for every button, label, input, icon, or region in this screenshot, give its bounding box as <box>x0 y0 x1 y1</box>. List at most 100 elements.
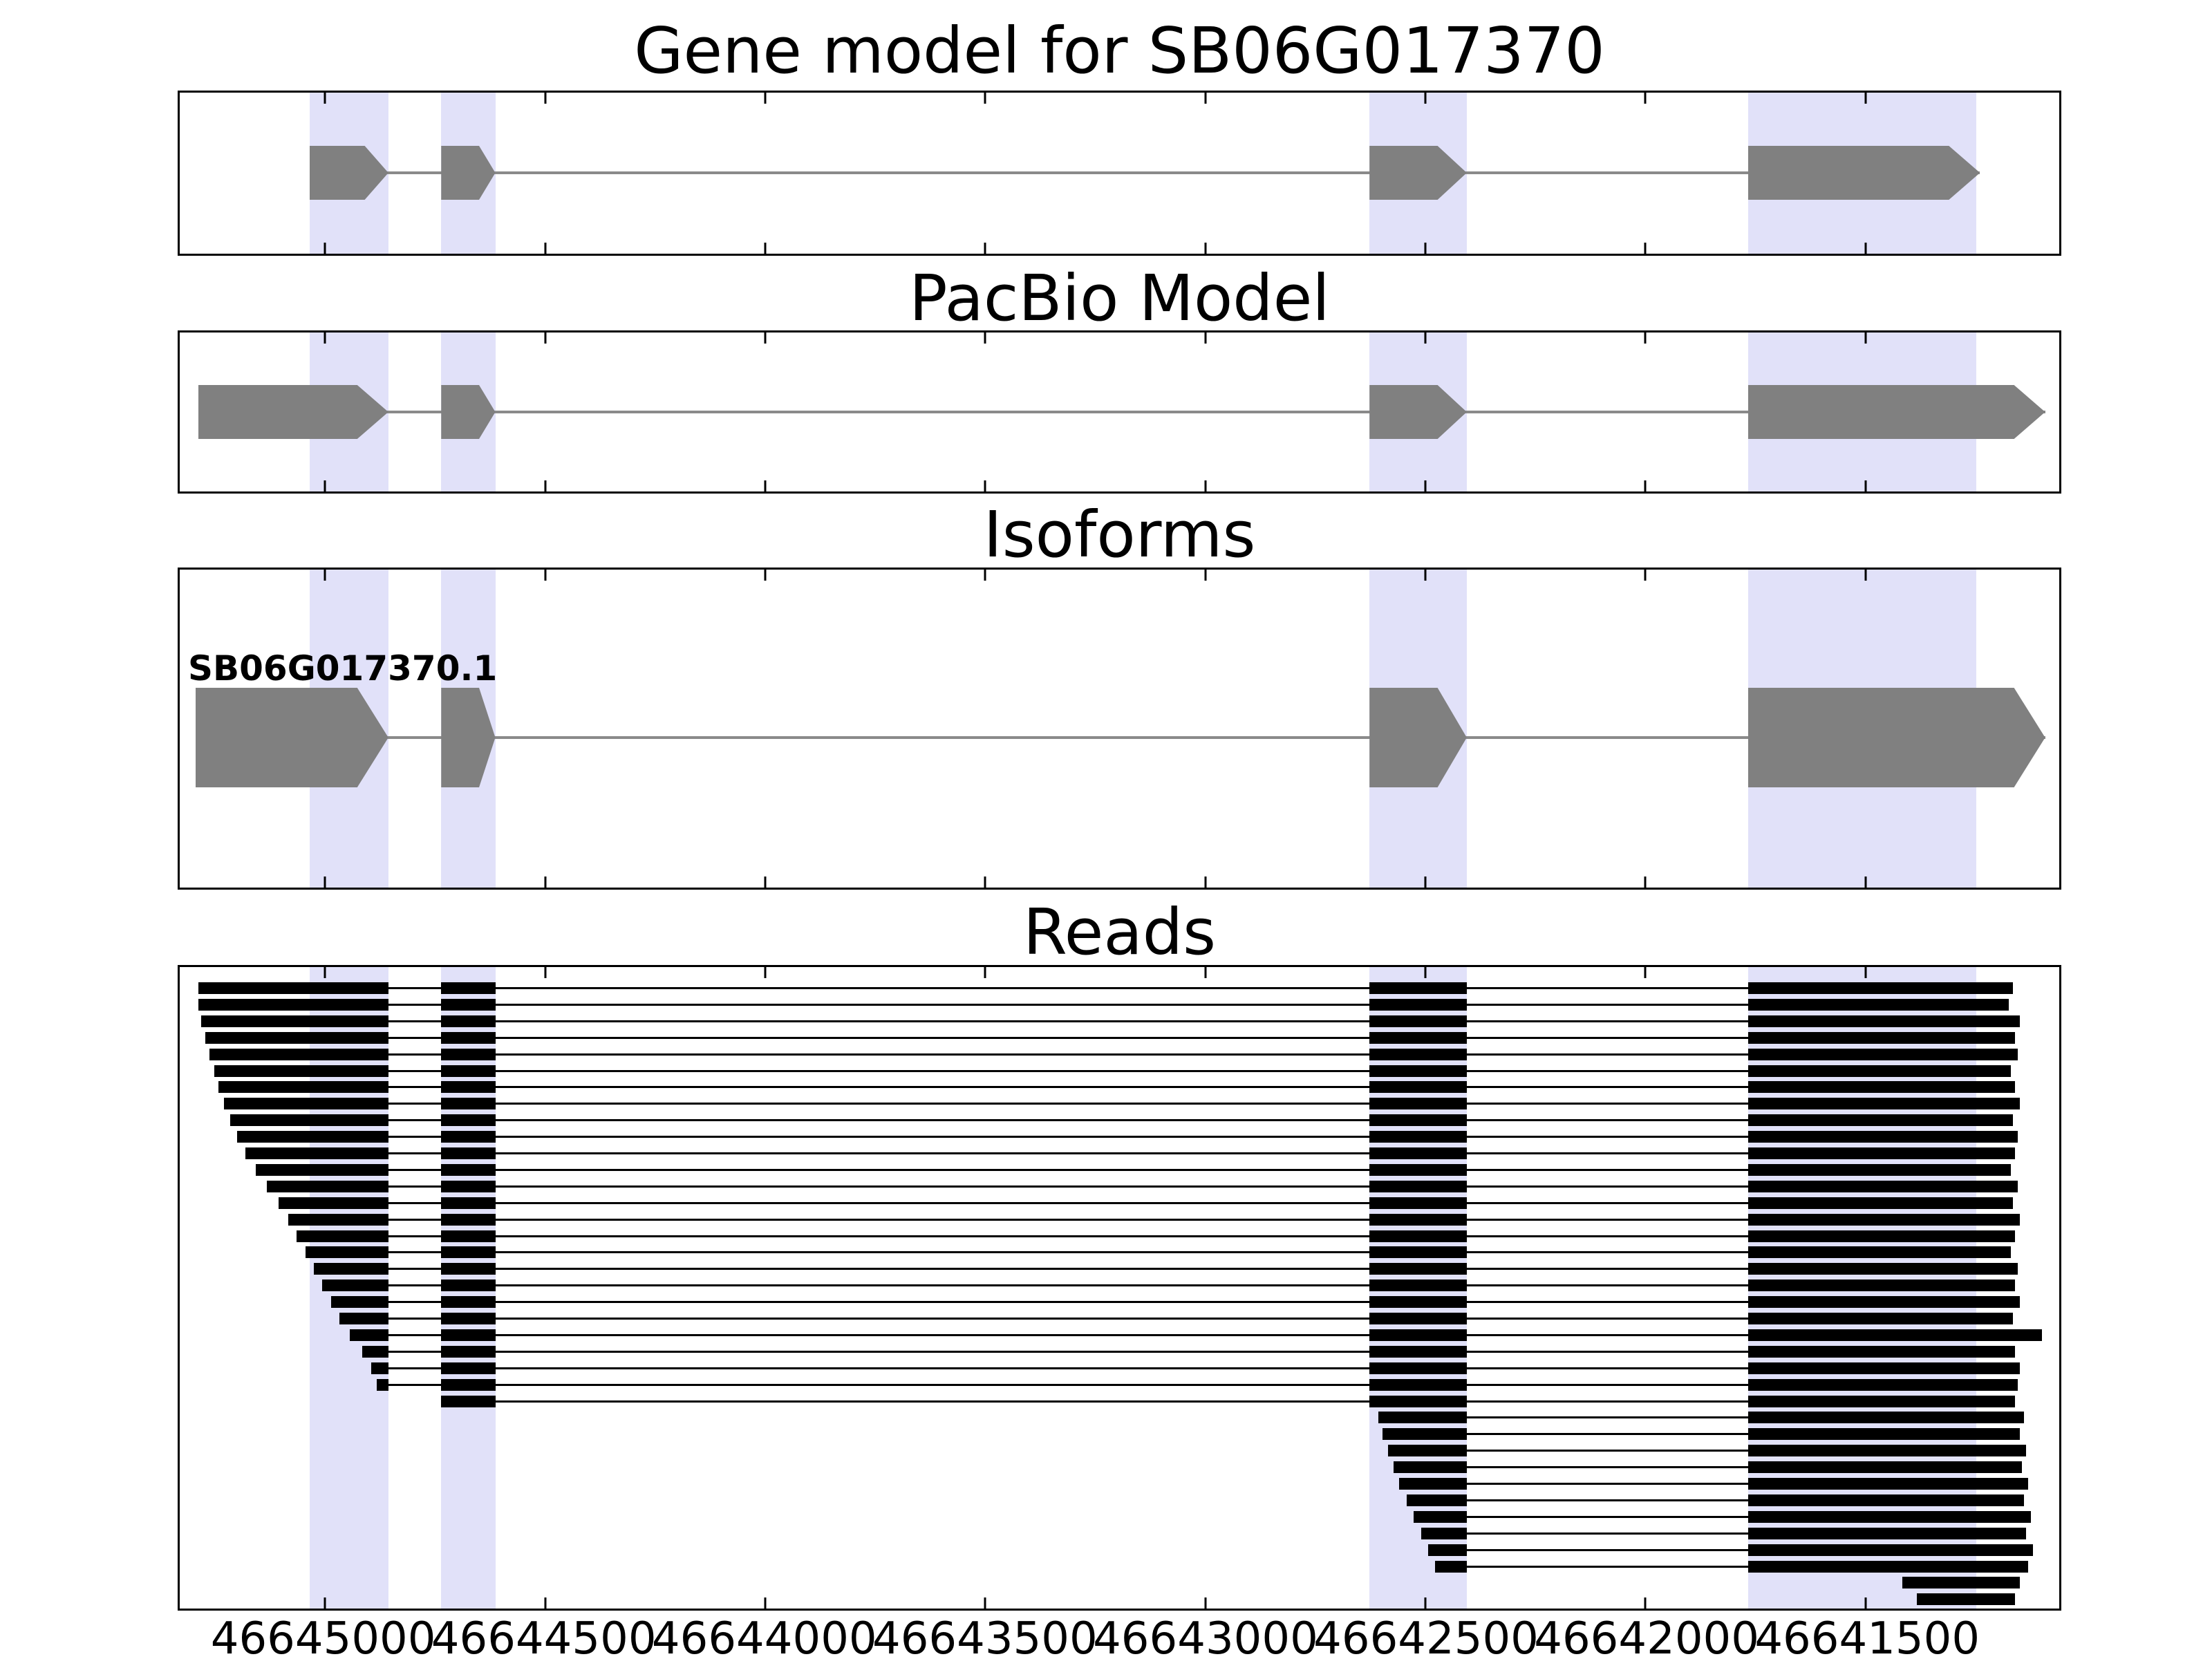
read-intron-line <box>245 1152 2016 1154</box>
axis-tick-mark <box>764 1597 767 1609</box>
read-intron-line <box>297 1235 2016 1237</box>
read-segment <box>255 1163 388 1176</box>
read-intron-line <box>377 1383 2018 1386</box>
read-segment <box>1369 1065 1467 1077</box>
read-segment <box>278 1197 388 1209</box>
read-intron-line <box>198 987 2014 989</box>
axis-tick-mark <box>984 243 986 254</box>
axis-tick-mark <box>1204 93 1207 104</box>
read-intron-line <box>331 1301 2020 1304</box>
x-tick-label: 46643000 <box>1093 1613 1318 1659</box>
read-segment <box>377 1378 388 1391</box>
read-segment <box>1369 1147 1467 1159</box>
x-tick-label: 46642000 <box>1534 1613 1759 1659</box>
read-segment <box>198 982 388 994</box>
axis-tick-mark <box>764 480 767 491</box>
read-segment <box>1747 1560 2029 1573</box>
axis-tick-mark <box>984 570 986 581</box>
axis-tick-mark <box>1864 877 1867 888</box>
read-segment <box>1369 1345 1467 1358</box>
read-segment <box>1369 1395 1467 1407</box>
read-segment <box>306 1246 388 1259</box>
read-segment <box>1369 1263 1467 1275</box>
read-segment <box>441 1048 496 1060</box>
read-segment <box>1369 1031 1467 1044</box>
read-segment <box>1413 1510 1467 1523</box>
read-segment <box>441 1081 496 1094</box>
axis-tick-mark <box>984 480 986 491</box>
axis-tick-mark <box>1864 243 1867 254</box>
read-segment <box>441 1163 496 1176</box>
read-segment <box>441 1065 496 1077</box>
gene-model-exon <box>1748 146 1980 200</box>
gene-model-panel <box>178 91 2061 256</box>
read-intron-line <box>1413 1515 2031 1518</box>
read-segment <box>1747 1329 2042 1341</box>
read-segment <box>1747 1246 2011 1259</box>
read-segment <box>441 1263 496 1275</box>
read-intron-line <box>267 1185 2018 1188</box>
axis-tick-mark <box>984 1597 986 1609</box>
read-segment <box>1747 1313 2014 1324</box>
read-segment <box>1369 1280 1467 1292</box>
axis-tick-mark <box>984 93 986 104</box>
axis-tick-mark <box>1424 93 1427 104</box>
read-intron-line <box>1435 1565 2029 1568</box>
read-intron-line <box>322 1284 2016 1287</box>
read-segment <box>214 1065 388 1077</box>
axis-tick-mark <box>544 243 547 254</box>
pacbio-exon <box>198 385 388 439</box>
read-segment <box>1369 1015 1467 1027</box>
read-intron-line <box>1378 1416 2025 1419</box>
read-segment <box>1747 1412 2025 1424</box>
read-segment <box>1369 1362 1467 1374</box>
isoforms-title: Isoforms <box>983 498 1256 572</box>
read-intron-line <box>314 1268 2018 1271</box>
read-segment <box>1747 1494 2025 1506</box>
axis-tick-mark <box>764 93 767 104</box>
read-segment <box>1369 1230 1467 1242</box>
read-intron-line <box>236 1136 2018 1138</box>
pacbio-intron-line <box>198 411 2045 413</box>
read-segment <box>1369 1378 1467 1391</box>
read-segment <box>245 1147 388 1159</box>
read-segment <box>322 1280 388 1292</box>
read-segment <box>1747 1445 2027 1457</box>
read-segment <box>1747 1197 2014 1209</box>
axis-tick-mark <box>764 967 767 978</box>
x-tick-label: 46642500 <box>1313 1613 1539 1659</box>
axis-tick-mark <box>324 243 326 254</box>
axis-tick-mark <box>764 570 767 581</box>
pacbio-exon <box>1748 385 2045 439</box>
read-intron-line <box>198 1003 2009 1006</box>
read-segment <box>441 1031 496 1044</box>
axis-tick-mark <box>1204 480 1207 491</box>
isoform-exon <box>196 688 388 787</box>
read-segment <box>1902 1577 2020 1589</box>
read-segment <box>1747 1510 2031 1523</box>
read-segment <box>1427 1544 1467 1556</box>
axis-tick-mark <box>1644 332 1647 344</box>
axis-tick-mark <box>1204 332 1207 344</box>
read-segment <box>1369 1048 1467 1060</box>
read-intron-line <box>441 1400 2016 1403</box>
read-segment <box>441 1098 496 1110</box>
axis-tick-mark <box>1864 332 1867 344</box>
read-segment <box>441 1280 496 1292</box>
read-segment <box>1369 1081 1467 1094</box>
read-segment <box>314 1263 388 1275</box>
axis-tick-mark <box>1204 243 1207 254</box>
read-segment <box>236 1131 388 1143</box>
axis-tick-mark <box>1864 1597 1867 1609</box>
read-segment <box>1369 1246 1467 1259</box>
read-segment <box>1369 998 1467 1011</box>
read-segment <box>1369 1163 1467 1176</box>
x-tick-label: 46644500 <box>431 1613 657 1659</box>
axis-tick-mark <box>1424 1597 1427 1609</box>
read-segment <box>224 1098 388 1110</box>
read-segment <box>1747 1213 2020 1226</box>
axis-tick-mark <box>324 570 326 581</box>
read-intron-line <box>1382 1433 2020 1436</box>
read-segment <box>1747 1478 2029 1490</box>
axis-tick-mark <box>984 332 986 344</box>
